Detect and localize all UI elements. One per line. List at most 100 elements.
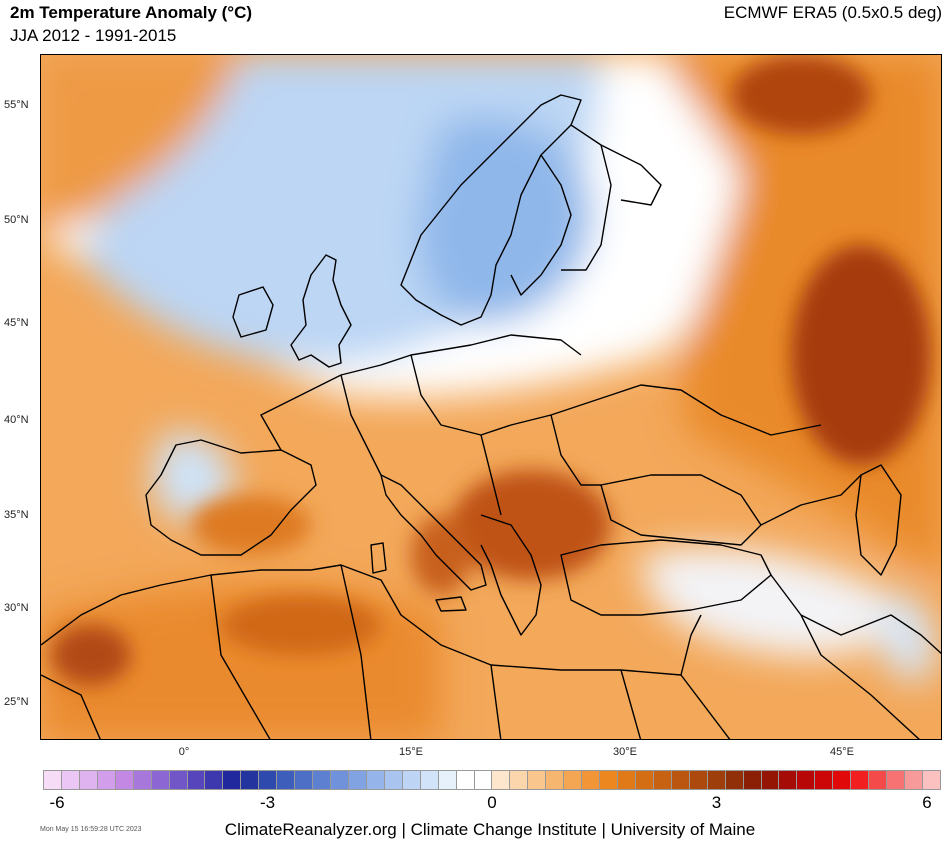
color-scale-swatch bbox=[259, 770, 278, 790]
color-scale-swatch bbox=[79, 770, 98, 790]
border-interior-11 bbox=[620, 669, 642, 739]
color-scale-swatch bbox=[169, 770, 188, 790]
color-scale-label: -3 bbox=[259, 793, 276, 812]
color-scale-swatch bbox=[43, 770, 62, 790]
color-scale-swatch bbox=[438, 770, 457, 790]
cold-anomaly-scandinavia bbox=[418, 117, 593, 325]
warm-anomaly-spain bbox=[191, 495, 311, 555]
color-scale-swatch bbox=[779, 770, 798, 790]
color-scale-swatch bbox=[582, 770, 601, 790]
data-source: ECMWF ERA5 (0.5x0.5 deg) bbox=[723, 3, 942, 22]
border-interior-7 bbox=[41, 674, 101, 739]
color-scale-swatch bbox=[366, 770, 385, 790]
color-scale-swatch bbox=[61, 770, 80, 790]
color-scale-swatch bbox=[635, 770, 654, 790]
lat-label: 55°N bbox=[4, 99, 29, 111]
color-scale-swatch bbox=[277, 770, 296, 790]
border-interior-12 bbox=[770, 574, 920, 739]
color-scale-swatch bbox=[671, 770, 690, 790]
color-scale-swatch bbox=[151, 770, 170, 790]
credits-footer: ClimateReanalyzer.org | Climate Change I… bbox=[224, 820, 756, 839]
coastline-iberia bbox=[145, 439, 317, 556]
border-interior-5 bbox=[610, 384, 822, 436]
color-scale-swatch bbox=[384, 770, 403, 790]
border-interior-9 bbox=[340, 564, 372, 739]
lat-label: 35°N bbox=[4, 509, 29, 521]
map-title: 2m Temperature Anomaly (°C) bbox=[10, 3, 253, 22]
color-scale-label: 3 bbox=[711, 793, 722, 812]
color-scale-swatch bbox=[600, 770, 618, 790]
color-scale-label: -6 bbox=[49, 793, 65, 812]
color-scale-swatch bbox=[492, 770, 511, 790]
lat-label: 40°N bbox=[4, 414, 29, 426]
border-interior-10 bbox=[490, 664, 502, 739]
color-scale-swatch bbox=[528, 770, 547, 790]
color-scale-swatch bbox=[187, 770, 206, 790]
lat-label: 30°N bbox=[4, 602, 29, 614]
color-scale-swatch bbox=[115, 770, 134, 790]
coastline-sardinia bbox=[370, 542, 387, 574]
color-scale-swatch bbox=[833, 770, 852, 790]
coastline-turkey bbox=[560, 539, 772, 616]
color-scale-swatch bbox=[707, 770, 726, 790]
hot-anomaly-algeria bbox=[221, 595, 381, 655]
border-interior-3 bbox=[480, 434, 502, 516]
border-interior-2 bbox=[410, 354, 612, 436]
border-interior-8 bbox=[210, 574, 271, 739]
lon-label: 0° bbox=[178, 746, 190, 758]
color-scale-swatch bbox=[474, 770, 493, 790]
color-scale-swatch bbox=[743, 770, 762, 790]
coastline-kola-peninsula bbox=[600, 144, 662, 206]
color-scale-swatch bbox=[420, 770, 439, 790]
coastline-italy bbox=[380, 474, 487, 591]
warm-anomaly-atlantic bbox=[41, 55, 241, 235]
coastline-caspian-sea bbox=[855, 464, 902, 576]
coastline-great-britain bbox=[290, 254, 352, 368]
color-scale-swatch bbox=[295, 770, 314, 790]
border-interior-6 bbox=[760, 474, 862, 526]
hot-anomaly-northeast bbox=[731, 55, 871, 135]
lon-label: 45°E bbox=[830, 746, 854, 758]
color-scale-swatch bbox=[815, 770, 834, 790]
coastline-ireland bbox=[232, 286, 274, 338]
color-scale-swatch bbox=[510, 770, 529, 790]
color-scale-swatch bbox=[331, 770, 349, 790]
anomaly-map bbox=[40, 54, 942, 740]
color-scale-swatch bbox=[922, 770, 941, 790]
coastline-red-sea bbox=[680, 674, 731, 739]
color-scale-swatch bbox=[348, 770, 367, 790]
map-subtitle: JJA 2012 - 1991-2015 bbox=[10, 26, 177, 45]
coastline-scandinavia bbox=[400, 94, 582, 326]
hot-anomaly-morocco bbox=[51, 625, 131, 685]
color-scale-swatch bbox=[564, 770, 583, 790]
lat-label: 50°N bbox=[4, 214, 29, 226]
color-scale-swatch bbox=[725, 770, 744, 790]
color-scale-swatch bbox=[97, 770, 116, 790]
lon-label: 30°E bbox=[613, 746, 637, 758]
color-scale-swatch bbox=[456, 770, 475, 790]
color-scale-swatch bbox=[205, 770, 224, 790]
color-scale-label: 0 bbox=[487, 793, 497, 812]
color-scale-swatch bbox=[402, 770, 421, 790]
lon-label: 15°E bbox=[399, 746, 423, 758]
color-scale-swatch bbox=[223, 770, 242, 790]
color-scale-swatch bbox=[653, 770, 672, 790]
cool-anomaly-east bbox=[879, 593, 936, 682]
color-scale-bar bbox=[43, 770, 941, 790]
color-scale-swatch bbox=[887, 770, 905, 790]
hot-anomaly-italy bbox=[411, 515, 471, 595]
border-interior-1 bbox=[340, 374, 382, 476]
color-scale-swatch bbox=[618, 770, 636, 790]
color-scale-swatch bbox=[761, 770, 780, 790]
color-scale-swatch bbox=[797, 770, 816, 790]
neutral-anomaly-east bbox=[641, 547, 896, 657]
border-interior-13 bbox=[800, 614, 941, 655]
color-scale-swatch bbox=[851, 770, 870, 790]
generation-timestamp: Mon May 15 16:59:28 UTC 2023 bbox=[40, 826, 142, 833]
lat-label: 45°N bbox=[4, 317, 29, 329]
border-interior-4 bbox=[550, 414, 601, 486]
color-scale-swatch bbox=[546, 770, 565, 790]
coastline-levant bbox=[680, 614, 702, 676]
color-scale-label: 6 bbox=[922, 793, 932, 812]
hot-anomaly-balkans bbox=[451, 470, 611, 580]
